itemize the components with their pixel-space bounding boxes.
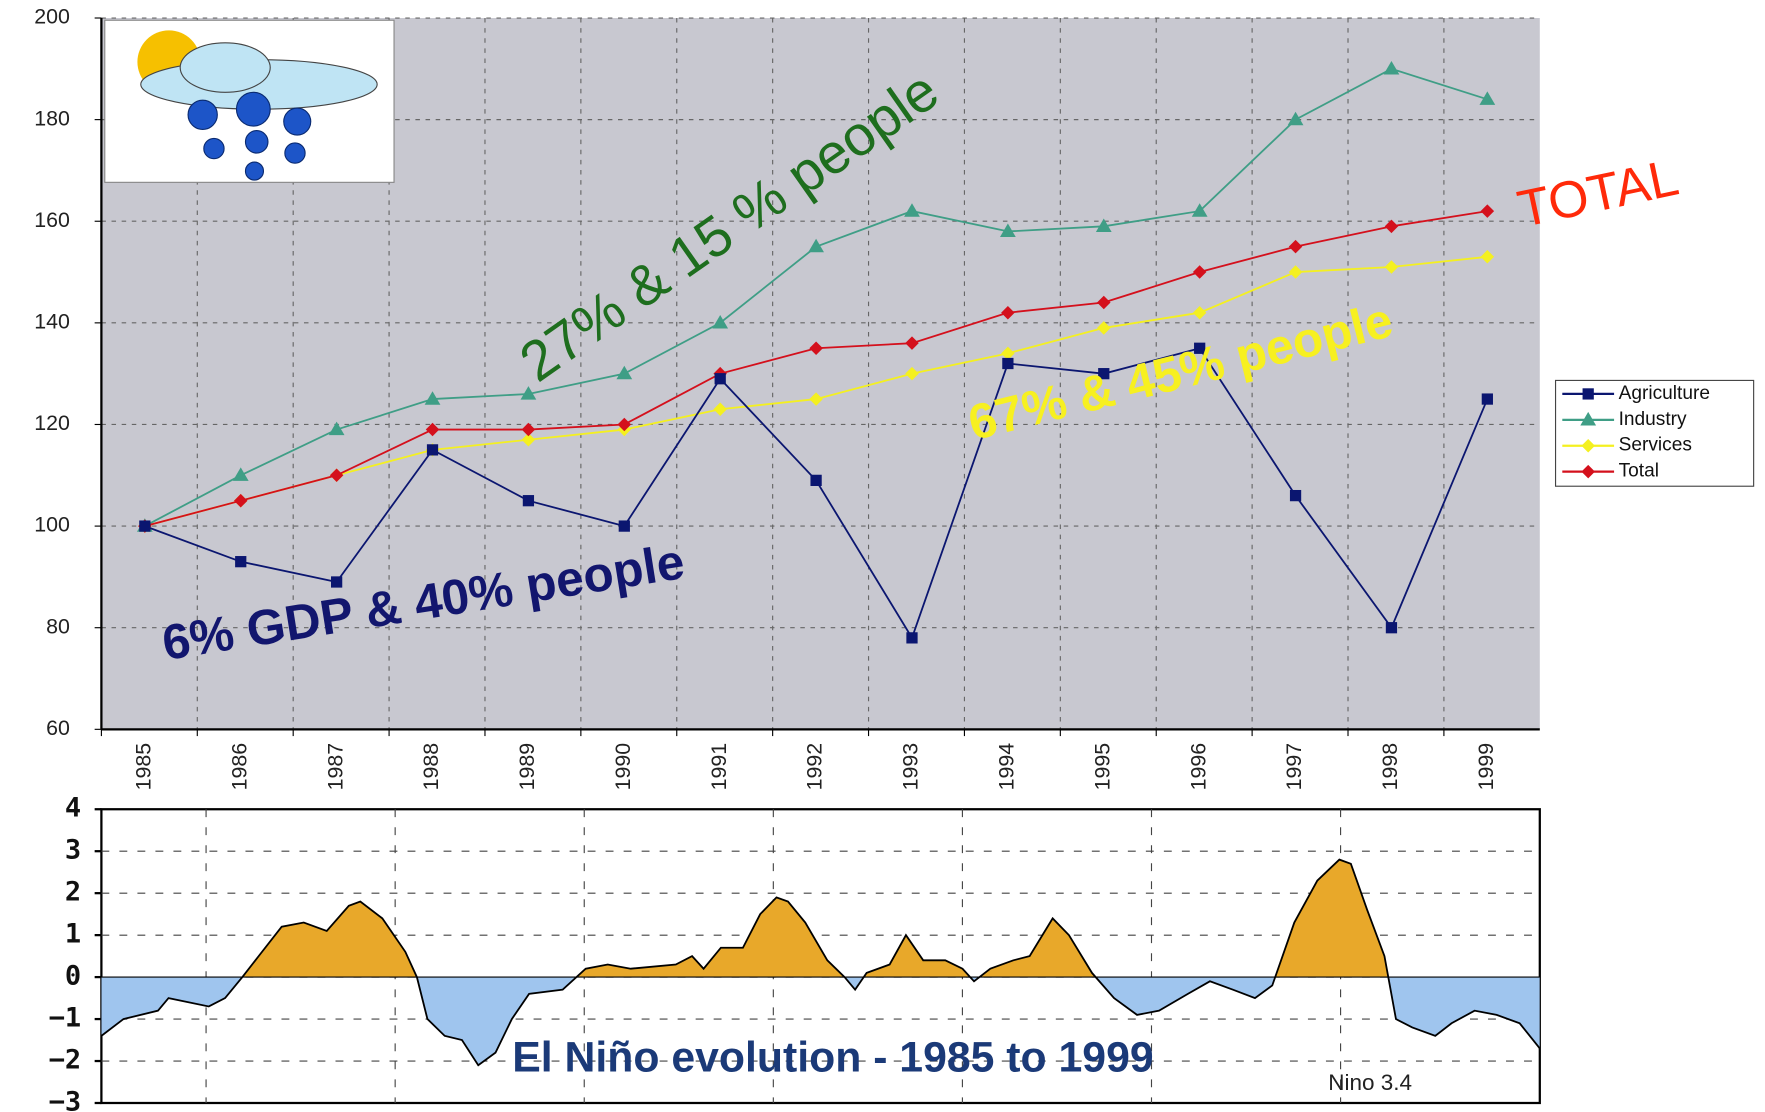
y-tick-label: 160 [34, 208, 70, 232]
marker [619, 520, 630, 531]
x-tick-label: 1985 [131, 743, 155, 791]
y-tick-label: 4 [65, 793, 81, 824]
y-tick-label: 140 [34, 310, 70, 334]
y-tick-label: 60 [46, 716, 70, 740]
marker [427, 444, 438, 455]
y-tick-label: 80 [46, 614, 70, 638]
cloud [180, 43, 270, 93]
y-tick-label: 2 [65, 877, 81, 908]
x-tick-label: 1998 [1378, 743, 1402, 791]
y-tick-label: 180 [34, 106, 70, 130]
y-tick-label: 120 [34, 411, 70, 435]
y-tick-label: −2 [49, 1045, 82, 1076]
x-tick-label: 1988 [419, 743, 443, 791]
x-tick-label: 1992 [803, 743, 827, 791]
x-tick-label: 1993 [899, 743, 923, 791]
marker [1583, 388, 1594, 399]
weather-icon [105, 20, 394, 182]
marker [331, 576, 342, 587]
x-tick-label: 1987 [323, 743, 347, 791]
x-tick-label: 1990 [611, 743, 635, 791]
marker [1290, 490, 1301, 501]
x-tick-label: 1989 [515, 743, 539, 791]
legend-label: Industry [1619, 409, 1687, 430]
y-tick-label: 1 [65, 919, 81, 950]
page: 6080100120140160180200198519861987198819… [0, 0, 1765, 1112]
y-tick-label: 100 [34, 513, 70, 537]
x-tick-label: 1986 [227, 743, 251, 791]
marker [1386, 622, 1397, 633]
legend-label: Agriculture [1619, 383, 1710, 404]
x-tick-label: 1997 [1282, 743, 1306, 791]
y-tick-label: 0 [65, 961, 81, 992]
legend-label: Total [1619, 461, 1659, 482]
chart-title: El Niño evolution - 1985 to 1999 [512, 1034, 1153, 1082]
y-tick-label: 200 [34, 5, 70, 29]
y-tick-label: −3 [49, 1086, 82, 1112]
marker [235, 556, 246, 567]
x-tick-label: 1994 [995, 743, 1019, 791]
marker [139, 520, 150, 531]
legend-label: Services [1619, 435, 1692, 456]
marker [523, 495, 534, 506]
y-tick-label: −1 [49, 1003, 82, 1034]
x-tick-label: 1996 [1186, 743, 1210, 791]
marker [810, 475, 821, 486]
x-tick-label: 1999 [1474, 743, 1498, 791]
y-tick-label: 3 [65, 835, 81, 866]
marker [1002, 358, 1013, 369]
marker [1482, 393, 1493, 404]
marker [906, 632, 917, 643]
marker [715, 373, 726, 384]
x-tick-label: 1995 [1090, 743, 1114, 791]
region-label: Nino 3.4 [1328, 1070, 1412, 1095]
x-tick-label: 1991 [707, 743, 731, 791]
